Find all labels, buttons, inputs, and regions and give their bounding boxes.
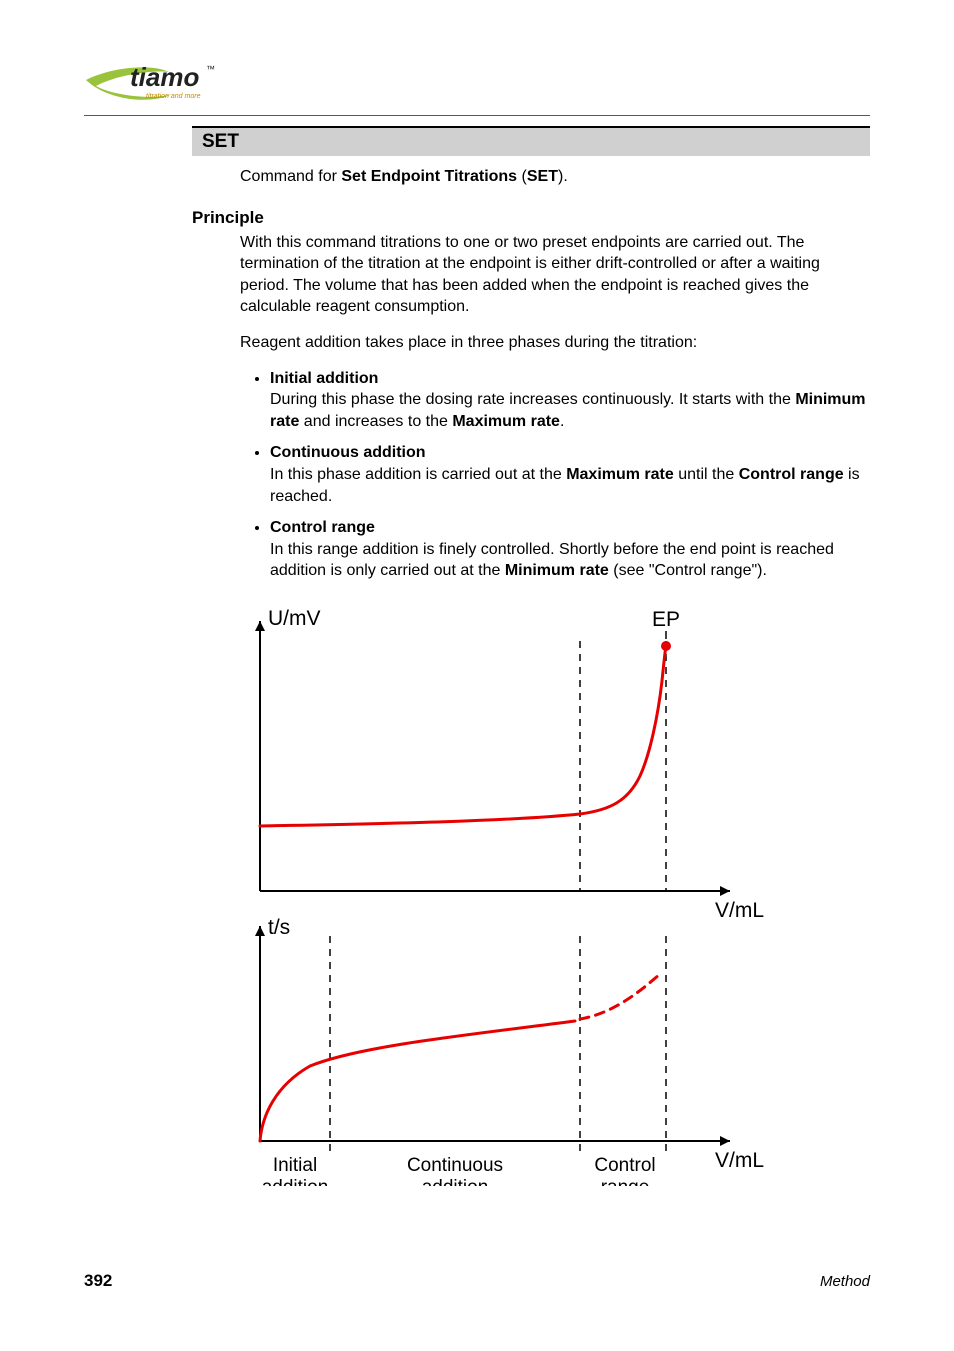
header-rule: tiamo ™ titration and more (84, 56, 870, 116)
phase-body: During this phase the dosing rate increa… (270, 389, 870, 432)
command-description: Command for Set Endpoint Titrations (SET… (240, 166, 870, 188)
svg-text:V/mL: V/mL (715, 899, 764, 922)
phase-title: Control range (270, 517, 870, 539)
phase-item: Control rangeIn this range addition is f… (270, 517, 870, 582)
svg-text:t/s: t/s (268, 916, 290, 939)
svg-text:™: ™ (206, 64, 215, 74)
phase-title: Continuous addition (270, 442, 870, 464)
section-title-bar: SET (192, 126, 870, 156)
phase-item: Initial additionDuring this phase the do… (270, 368, 870, 433)
svg-text:U/mV: U/mV (268, 607, 321, 630)
svg-text:V/mL: V/mL (715, 1149, 764, 1172)
text: Set Endpoint Titrations (341, 168, 517, 185)
phase-item: Continuous additionIn this phase additio… (270, 442, 870, 507)
principle-heading: Principle (192, 208, 870, 228)
text: SET (527, 168, 558, 185)
svg-text:addition: addition (262, 1177, 329, 1186)
svg-text:EP: EP (652, 608, 680, 631)
page-number: 392 (84, 1271, 112, 1291)
svg-text:Initial: Initial (273, 1155, 317, 1176)
svg-text:Control: Control (594, 1155, 655, 1176)
text: ( (517, 168, 527, 185)
phase-body: In this range addition is finely control… (270, 539, 870, 582)
phase-body: In this phase addition is carried out at… (270, 464, 870, 507)
reagent-paragraph: Reagent addition takes place in three ph… (240, 332, 870, 354)
tiamo-logo: tiamo ™ titration and more (84, 56, 224, 106)
svg-text:tiamo: tiamo (130, 62, 199, 92)
principle-paragraph: With this command titrations to one or t… (240, 232, 870, 318)
svg-text:range: range (601, 1177, 650, 1186)
phase-title: Initial addition (270, 368, 870, 390)
phase-list: Initial additionDuring this phase the do… (240, 368, 870, 582)
titration-chart: U/mVV/mLEPt/sV/mLInitialadditionContinuo… (240, 596, 870, 1191)
section-title: SET (202, 131, 239, 152)
svg-text:titration and more: titration and more (146, 93, 201, 100)
text: Command for (240, 168, 341, 185)
footer-right: Method (820, 1273, 870, 1290)
svg-text:Continuous: Continuous (407, 1155, 503, 1176)
svg-text:addition: addition (422, 1177, 489, 1186)
text: ). (558, 168, 568, 185)
page-footer: 392 Method (84, 1271, 870, 1291)
